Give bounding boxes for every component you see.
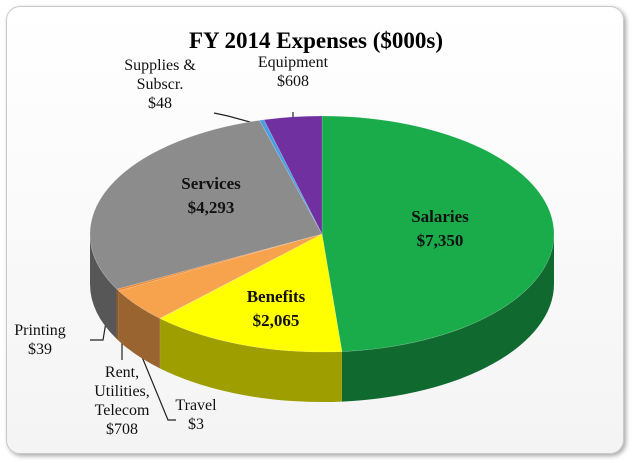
- data-label: Supplies & Subscr. $48: [115, 56, 205, 113]
- slice: [159, 233, 343, 353]
- slice: [116, 233, 323, 292]
- label-value: $3: [188, 416, 204, 433]
- data-label: Equipment $608: [243, 53, 343, 91]
- label-name: Salaries: [411, 207, 469, 226]
- slice-side: [116, 289, 119, 341]
- slice-side: [160, 318, 342, 402]
- slice-side: [341, 234, 554, 402]
- label-name: Benefits: [246, 287, 306, 306]
- label-value: $2,065: [252, 311, 300, 330]
- label-name: Equipment: [257, 54, 329, 71]
- slice-side: [118, 290, 160, 369]
- slice: [159, 233, 323, 319]
- slice: [89, 120, 323, 290]
- chart-title: FY 2014 Expenses ($000s): [188, 28, 444, 53]
- slice: [321, 115, 555, 352]
- slice-side: [90, 234, 117, 340]
- slice: [263, 115, 323, 235]
- label-value: $7,350: [416, 231, 464, 250]
- label-name: Services: [181, 174, 241, 193]
- slice: [118, 233, 323, 319]
- data-label: Travel $3: [166, 396, 226, 434]
- label-value: $608: [277, 73, 309, 90]
- label-value: $39: [28, 341, 52, 358]
- slice: [259, 119, 323, 235]
- label-name: Travel: [175, 397, 217, 414]
- data-label: Services $4,293: [151, 172, 271, 220]
- data-label: Benefits $2,065: [216, 285, 336, 333]
- data-label: Salaries $7,350: [380, 205, 500, 253]
- label-value: $48: [148, 95, 172, 112]
- leader-line: [139, 351, 176, 421]
- data-label: Printing $39: [5, 321, 75, 359]
- label-name: Supplies & Subscr.: [124, 57, 196, 93]
- label-value: $708: [106, 421, 138, 438]
- label-name: Printing: [14, 322, 66, 339]
- data-label: Rent, Utilities, Telecom $708: [87, 363, 157, 439]
- label-name: Rent, Utilities, Telecom: [94, 364, 150, 419]
- label-value: $4,293: [187, 198, 235, 217]
- pie: [89, 115, 555, 402]
- leader-line: [90, 321, 107, 341]
